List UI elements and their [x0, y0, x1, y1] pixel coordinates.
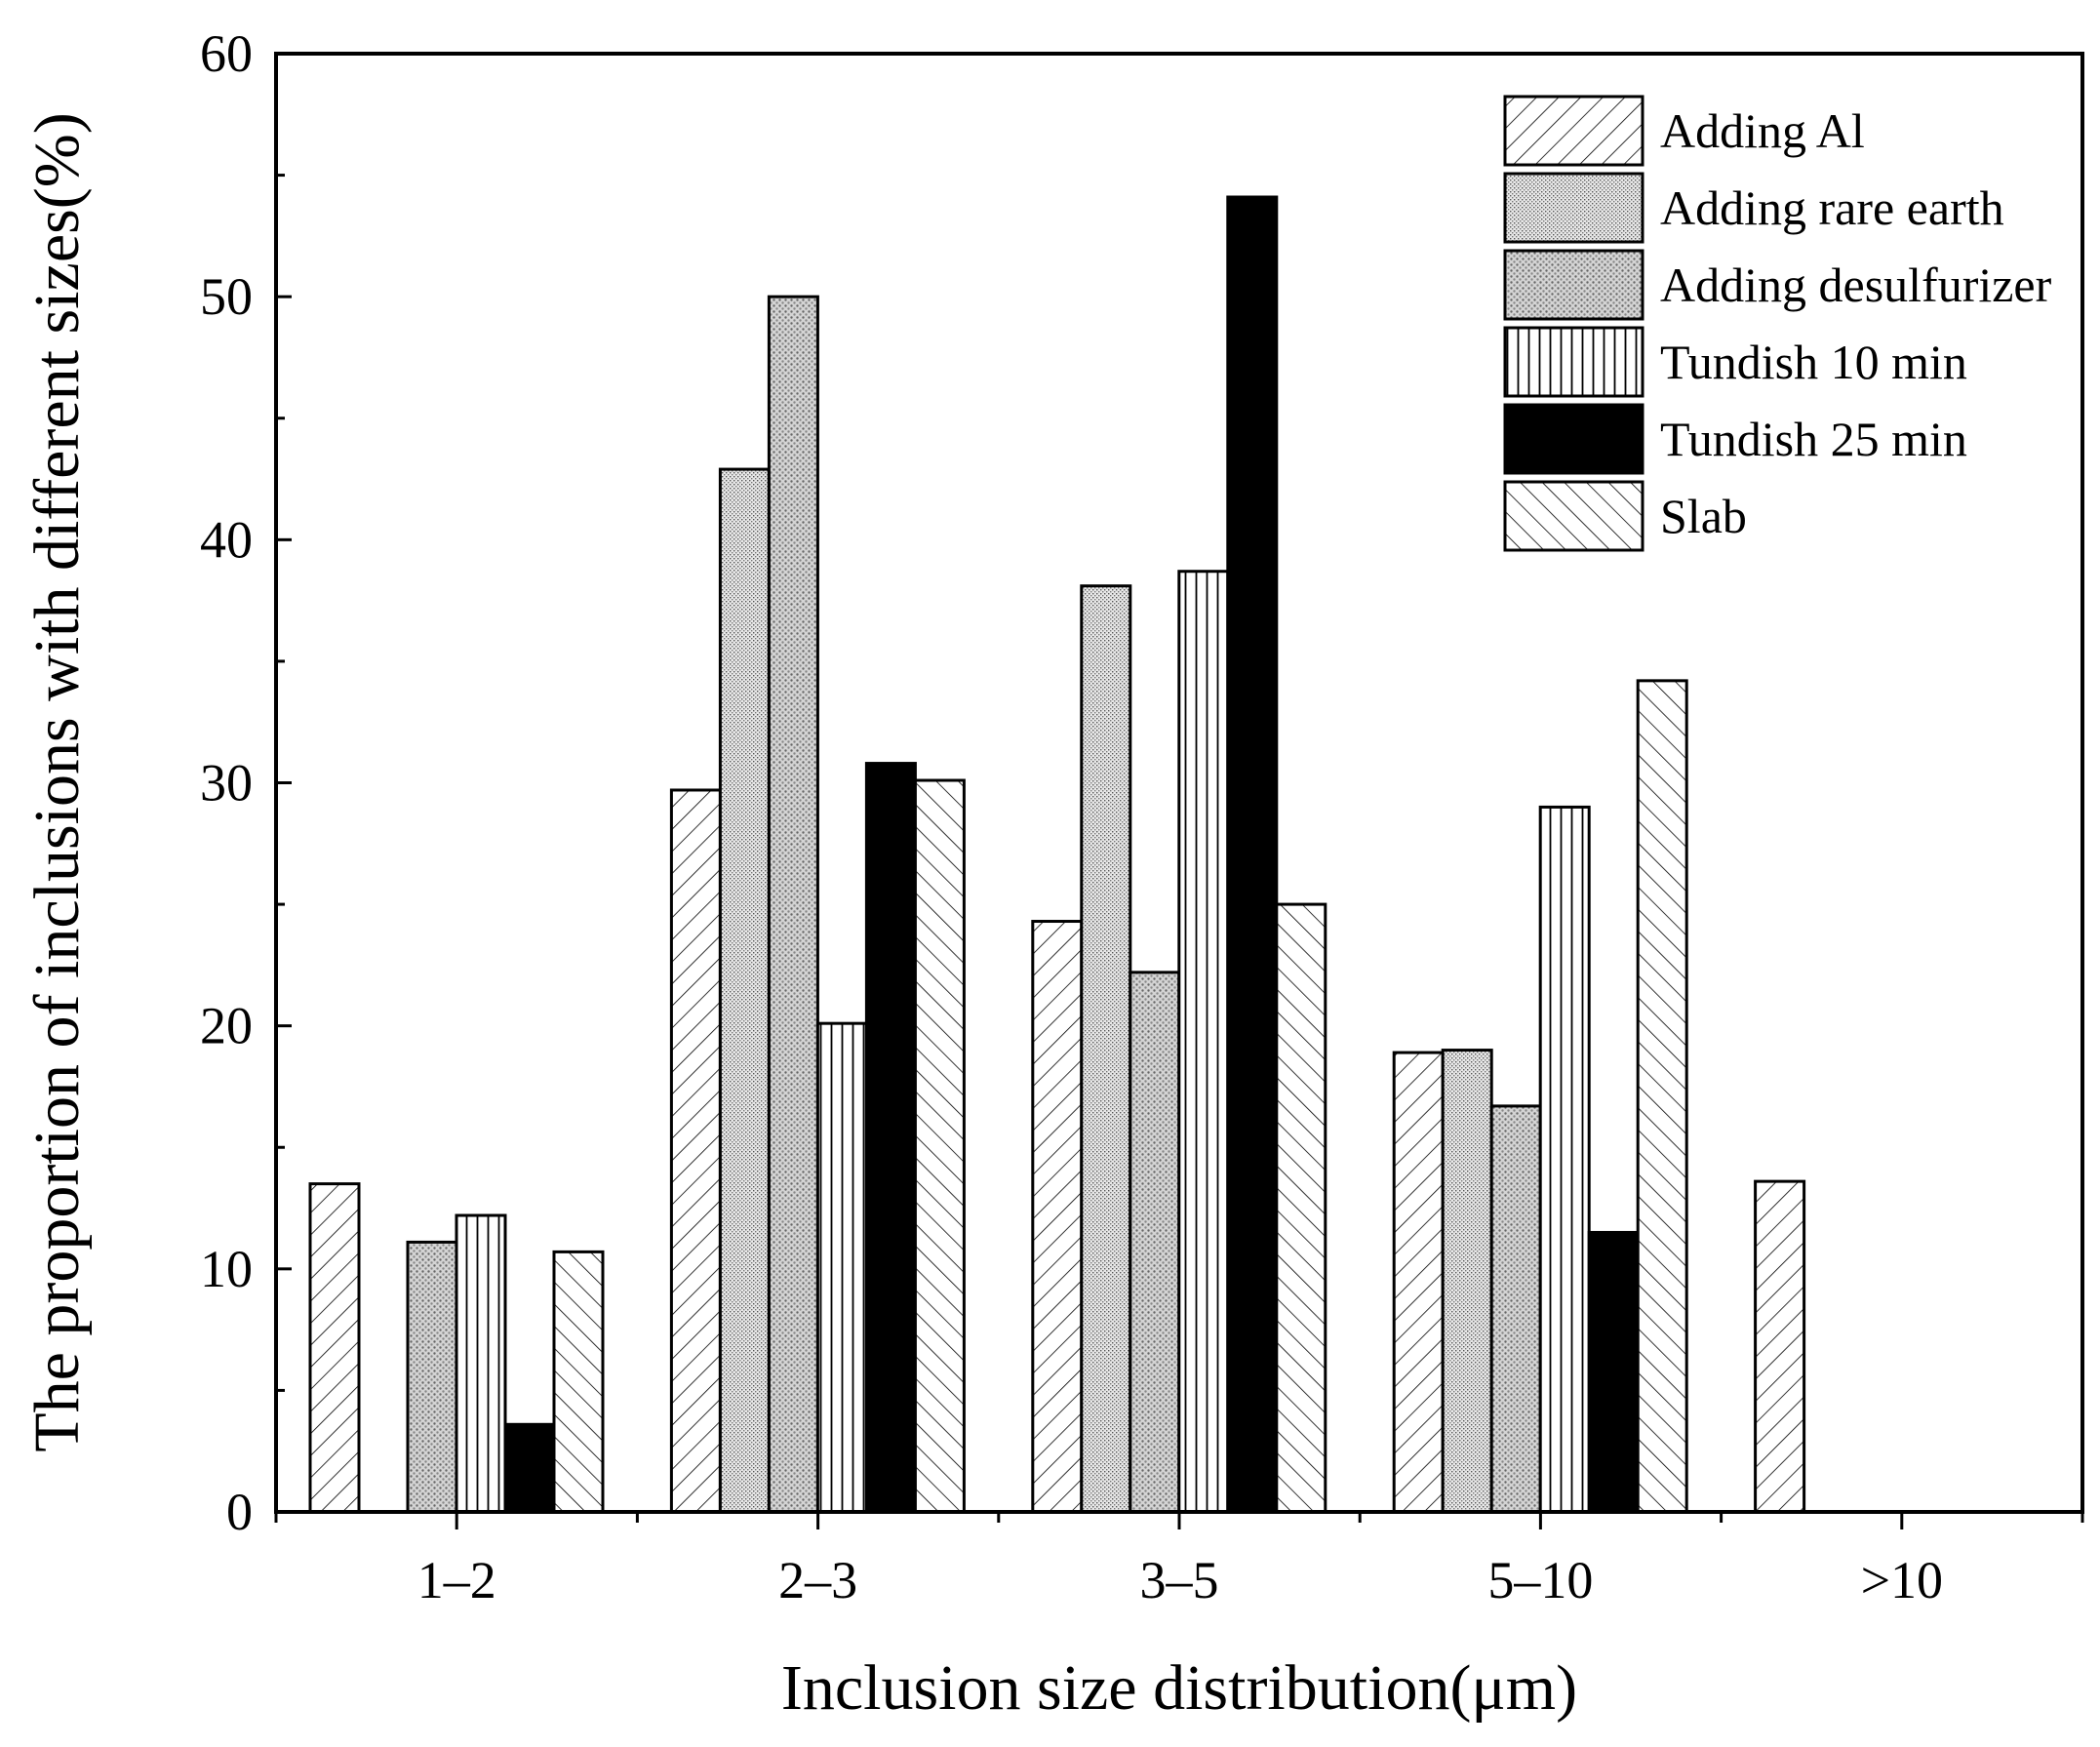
- bar-adding-al-1: [669, 788, 722, 1514]
- y-axis-ticks: 0 10 20 30 40 50 60: [200, 24, 292, 1541]
- bar-slab-1: [913, 778, 966, 1514]
- bar-slab-2: [1275, 902, 1327, 1514]
- legend-label: Adding Al: [1660, 103, 1865, 158]
- y-tick-label: 30: [200, 754, 253, 813]
- bar-tundish-25-min-3: [1587, 1230, 1640, 1514]
- bar-tundish-25-min-1: [864, 762, 917, 1514]
- y-axis-title: The proportion of inclusions with differ…: [21, 112, 93, 1451]
- x-tick-label: 2–3: [778, 1551, 857, 1609]
- legend-swatch-slab: [1503, 480, 1644, 552]
- x-axis-title: Inclusion size distribution(μm): [781, 1652, 1577, 1724]
- y-tick-label: 0: [226, 1483, 253, 1541]
- bar-tundish-10-min-3: [1538, 805, 1591, 1514]
- x-tick-label: 3–5: [1140, 1551, 1219, 1609]
- bar-tundish-10-min-0: [455, 1213, 507, 1514]
- legend-swatch-tundish-25-min: [1503, 403, 1644, 475]
- y-tick-label: 40: [200, 510, 253, 569]
- bar-adding-al-0: [308, 1182, 361, 1514]
- y-tick-label: 60: [200, 24, 253, 83]
- bar-adding-al-3: [1392, 1051, 1445, 1514]
- bar-tundish-10-min-2: [1177, 570, 1230, 1514]
- legend-label: Tundish 10 min: [1660, 335, 1967, 389]
- legend-swatch-adding-al: [1503, 95, 1644, 167]
- legend-label: Adding desulfurizer: [1660, 258, 2052, 312]
- x-tick-label: >10: [1861, 1551, 1943, 1609]
- legend-swatch-tundish-10-min: [1503, 326, 1644, 398]
- bar-adding-rare-earth-2: [1080, 584, 1132, 1514]
- legend: Adding Al Adding rare earth Adding desulfu…: [1503, 95, 2052, 552]
- bar-adding-al-4: [1754, 1179, 1806, 1514]
- legend-label: Tundish 25 min: [1660, 412, 1967, 466]
- y-tick-label: 50: [200, 267, 253, 326]
- bar-adding-rare-earth-3: [1441, 1049, 1493, 1514]
- x-tick-label: 1–2: [417, 1551, 496, 1609]
- bar-adding-al-2: [1031, 920, 1084, 1514]
- bar-adding-desulfurizer-2: [1129, 971, 1181, 1514]
- bar-tundish-10-min-1: [815, 1021, 868, 1514]
- y-tick-label: 20: [200, 997, 253, 1055]
- legend-swatch-adding-desulfurizer: [1503, 249, 1644, 321]
- bar-adding-rare-earth-1: [718, 467, 771, 1514]
- x-axis-ticks: 1–2 2–3 3–5 5–10 >10: [274, 1512, 2084, 1609]
- bar-tundish-25-min-2: [1226, 195, 1279, 1514]
- legend-swatch-adding-rare-earth: [1503, 172, 1644, 244]
- bar-slab-3: [1636, 679, 1688, 1514]
- bar-adding-desulfurizer-0: [406, 1240, 458, 1514]
- x-tick-label: 5–10: [1487, 1551, 1593, 1609]
- bar-adding-desulfurizer-1: [767, 295, 819, 1514]
- bars-group: [308, 195, 1806, 1514]
- y-tick-label: 10: [200, 1240, 253, 1298]
- legend-label: Adding rare earth: [1660, 180, 2004, 235]
- bar-tundish-25-min-0: [503, 1422, 556, 1514]
- legend-label: Slab: [1660, 489, 1747, 543]
- bar-adding-desulfurizer-3: [1489, 1104, 1542, 1514]
- bar-slab-0: [552, 1250, 605, 1514]
